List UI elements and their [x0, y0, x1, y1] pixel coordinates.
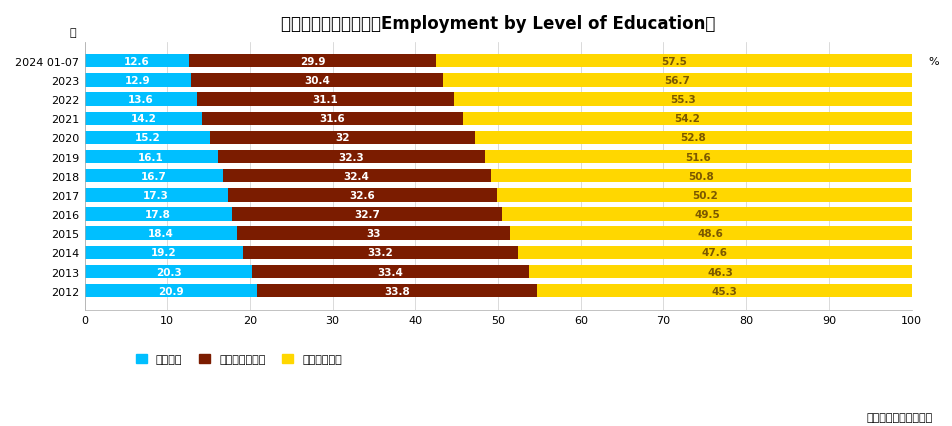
Bar: [497, 189, 912, 202]
Text: 17.8: 17.8: [146, 210, 171, 219]
Text: 50.2: 50.2: [692, 190, 718, 200]
Bar: [85, 189, 228, 202]
Bar: [257, 284, 537, 298]
Bar: [191, 74, 443, 87]
Bar: [188, 55, 436, 68]
Bar: [244, 246, 518, 259]
Text: 47.6: 47.6: [702, 248, 727, 258]
Bar: [464, 112, 912, 126]
Bar: [231, 208, 503, 221]
Bar: [436, 55, 912, 68]
Bar: [475, 131, 912, 145]
Text: 年: 年: [69, 27, 76, 37]
Bar: [223, 170, 490, 183]
Bar: [197, 93, 454, 106]
Bar: [454, 93, 912, 106]
Text: 32.6: 32.6: [349, 190, 375, 200]
Bar: [85, 131, 210, 145]
Bar: [218, 150, 485, 164]
Text: %: %: [928, 57, 939, 66]
Text: 20.9: 20.9: [158, 286, 184, 296]
Text: 29.9: 29.9: [300, 57, 326, 66]
Text: 14.2: 14.2: [130, 114, 156, 124]
Text: 32.7: 32.7: [354, 210, 380, 219]
Text: 13.6: 13.6: [128, 95, 153, 105]
Bar: [228, 189, 497, 202]
Text: 51.6: 51.6: [685, 152, 711, 162]
Title: 労働力の教育レベル（Employment by Level of Education）: 労働力の教育レベル（Employment by Level of Educati…: [281, 15, 715, 33]
Bar: [537, 284, 912, 298]
Text: 33.2: 33.2: [367, 248, 393, 258]
Text: 56.7: 56.7: [664, 76, 690, 86]
Text: 33: 33: [366, 229, 381, 239]
Bar: [518, 246, 912, 259]
Text: 32.3: 32.3: [338, 152, 365, 162]
Text: 16.7: 16.7: [141, 171, 167, 181]
Text: 18.4: 18.4: [148, 229, 173, 239]
Text: 54.2: 54.2: [675, 114, 701, 124]
Bar: [490, 170, 911, 183]
Text: 31.6: 31.6: [320, 114, 346, 124]
Bar: [85, 208, 231, 221]
Bar: [252, 265, 528, 279]
Text: 30.4: 30.4: [304, 76, 330, 86]
Text: 17.3: 17.3: [143, 190, 169, 200]
Text: 31.1: 31.1: [313, 95, 339, 105]
Text: 50.8: 50.8: [688, 171, 714, 181]
Bar: [85, 112, 202, 126]
Text: 32.4: 32.4: [344, 171, 369, 181]
Text: 12.9: 12.9: [125, 76, 150, 86]
Text: 46.3: 46.3: [707, 267, 733, 277]
Text: 48.6: 48.6: [698, 229, 724, 239]
Bar: [85, 93, 197, 106]
Legend: 國中以下, 高中及職業學校, 大專院校以上: 國中以下, 高中及職業學校, 大專院校以上: [131, 350, 347, 369]
Bar: [503, 208, 912, 221]
Text: 32: 32: [335, 133, 349, 143]
Bar: [85, 55, 188, 68]
Text: 52.8: 52.8: [681, 133, 706, 143]
Bar: [85, 74, 191, 87]
Bar: [85, 265, 252, 279]
Bar: [237, 227, 509, 240]
Bar: [443, 74, 912, 87]
Text: 出典：行政院主計総処: 出典：行政院主計総処: [866, 412, 933, 422]
Text: 45.3: 45.3: [711, 286, 737, 296]
Text: 57.5: 57.5: [661, 57, 686, 66]
Bar: [85, 246, 244, 259]
Bar: [509, 227, 912, 240]
Text: 49.5: 49.5: [694, 210, 720, 219]
Text: 12.6: 12.6: [124, 57, 149, 66]
Bar: [85, 150, 218, 164]
Bar: [485, 150, 912, 164]
Bar: [210, 131, 475, 145]
Text: 15.2: 15.2: [134, 133, 160, 143]
Text: 33.4: 33.4: [378, 267, 404, 277]
Bar: [85, 284, 257, 298]
Bar: [85, 227, 237, 240]
Bar: [528, 265, 912, 279]
Text: 33.8: 33.8: [385, 286, 410, 296]
Text: 16.1: 16.1: [138, 152, 164, 162]
Bar: [85, 170, 223, 183]
Text: 20.3: 20.3: [155, 267, 182, 277]
Text: 55.3: 55.3: [670, 95, 696, 105]
Bar: [202, 112, 464, 126]
Text: 19.2: 19.2: [151, 248, 177, 258]
